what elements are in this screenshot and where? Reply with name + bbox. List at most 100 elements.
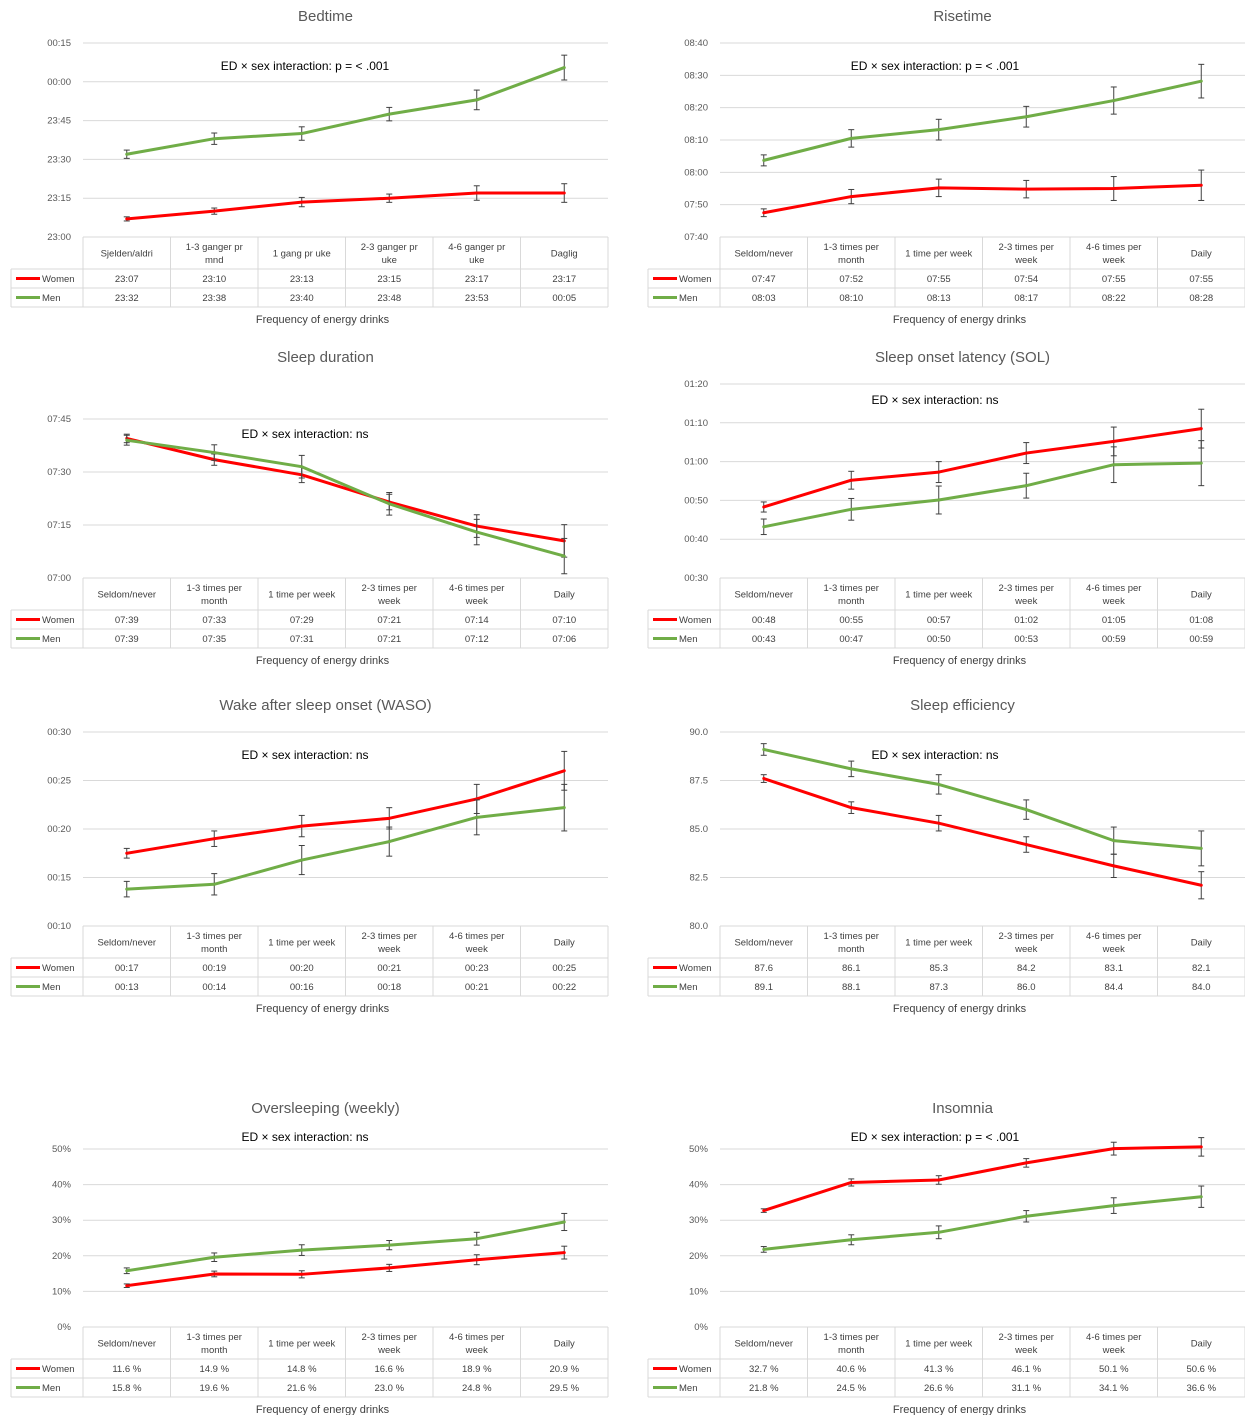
data-point — [300, 1248, 304, 1252]
category-label: 2-3 times per week — [362, 583, 417, 607]
table-cell: 00:13 — [115, 982, 139, 993]
table-cell: 23:32 — [115, 293, 139, 304]
series-name: Men — [679, 982, 697, 993]
series-line — [126, 1251, 565, 1288]
table-cell: 07:52 — [839, 274, 863, 285]
data-point — [387, 1266, 391, 1270]
category-label: 1 time per week — [905, 249, 972, 260]
data-point — [212, 837, 216, 841]
series-name: Women — [679, 1364, 712, 1375]
insomnia-chart: Insomnia ED × sex interaction: p = < .001… — [645, 1090, 1245, 1415]
series-line — [126, 438, 565, 558]
table-cell: 07:21 — [377, 634, 401, 645]
category-label: 4-6 times per week — [1086, 583, 1141, 607]
data-point — [300, 824, 304, 828]
waso-chart: Wake after sleep onset (WASO) ED × sex in… — [8, 689, 609, 1015]
table-cell: 00:21 — [465, 982, 489, 993]
category-label: Daily — [554, 1339, 575, 1350]
table-cell: 00:53 — [1014, 634, 1038, 645]
category-label: 1 time per week — [905, 938, 972, 949]
category-label: Daily — [1191, 590, 1212, 601]
data-point — [1024, 1161, 1028, 1165]
category-label: Seldom/never — [734, 938, 793, 949]
interaction-annotation: ED × sex interaction: p = < .001 — [851, 59, 1020, 73]
y-tick-label: 00:15 — [47, 38, 71, 49]
series-line — [763, 1145, 1202, 1213]
category-label: Seldom/never — [734, 1339, 793, 1350]
x-axis-label: Frequency of energy drinks — [893, 1003, 1027, 1015]
y-tick-label: 01:20 — [684, 379, 708, 390]
table-cell: 00:20 — [290, 963, 314, 974]
data-point — [387, 816, 391, 820]
table-cell: 23:48 — [377, 293, 401, 304]
series-name: Women — [679, 615, 712, 626]
table-cell: 15.8 % — [112, 1383, 142, 1394]
category-label: 1 time per week — [268, 938, 335, 949]
chart-title: Wake after sleep onset (WASO) — [219, 697, 431, 714]
interaction-annotation: ED × sex interaction: ns — [241, 427, 368, 441]
y-tick-label: 07:15 — [47, 520, 71, 531]
y-tick-label: 20% — [52, 1251, 72, 1262]
data-point — [212, 451, 216, 455]
table-cell: 07:21 — [377, 615, 401, 626]
category-label: 1 time per week — [905, 1339, 972, 1350]
data-point — [762, 777, 766, 781]
y-tick-label: 82.5 — [690, 873, 709, 884]
table-cell: 01:05 — [1102, 615, 1126, 626]
table-cell: 00:14 — [202, 982, 226, 993]
data-point — [387, 1243, 391, 1247]
interaction-annotation: ED × sex interaction: p = < .001 — [221, 59, 390, 73]
data-point — [475, 1258, 479, 1262]
table-cell: 23.0 % — [374, 1383, 404, 1394]
table-cell: 07:35 — [202, 634, 226, 645]
table-cell: 86.0 — [1017, 982, 1036, 993]
y-tick-label: 80.0 — [690, 921, 709, 932]
table-cell: 07:55 — [927, 274, 951, 285]
table-cell: 23:10 — [202, 274, 226, 285]
y-tick-label: 08:30 — [684, 70, 708, 81]
series-name: Men — [679, 1383, 697, 1394]
y-tick-label: 23:00 — [47, 232, 71, 243]
series-name: Women — [679, 963, 712, 974]
category-label: 2-3 times per week — [362, 1332, 417, 1356]
x-axis-label: Frequency of energy drinks — [256, 1003, 390, 1015]
x-axis-label: Frequency of energy drinks — [893, 655, 1027, 667]
chart-svg: Bedtime ED × sex interaction: p = < .001 2… — [10, 8, 609, 326]
data-point — [762, 1247, 766, 1251]
data-point — [475, 815, 479, 819]
data-point — [212, 882, 216, 886]
y-tick-label: 10% — [52, 1286, 72, 1297]
data-point — [1112, 439, 1116, 443]
y-tick-label: 23:30 — [47, 154, 71, 165]
table-cell: 00:16 — [290, 982, 314, 993]
table-cell: 32.7 % — [749, 1364, 779, 1375]
data-point — [1112, 839, 1116, 843]
category-label: 1-3 times per month — [187, 583, 242, 607]
table-cell: 50.1 % — [1099, 1364, 1129, 1375]
series-name: Women — [42, 1364, 75, 1375]
y-tick-label: 01:10 — [684, 418, 708, 429]
interaction-annotation: ED × sex interaction: p = < .001 — [851, 1130, 1020, 1144]
category-label: 1-3 times per month — [824, 931, 879, 955]
table-cell: 84.2 — [1017, 963, 1036, 974]
y-tick-label: 10% — [689, 1286, 709, 1297]
category-label: 2-3 times per week — [999, 583, 1054, 607]
table-cell: 07:55 — [1102, 274, 1126, 285]
y-tick-label: 23:15 — [47, 193, 71, 204]
series-name: Men — [42, 634, 60, 645]
table-cell: 83.1 — [1105, 963, 1124, 974]
data-point — [475, 530, 479, 534]
table-cell: 40.6 % — [836, 1364, 866, 1375]
table-cell: 11.6 % — [112, 1364, 141, 1375]
x-axis-label: Frequency of energy drinks — [256, 655, 390, 667]
sleep-duration-chart: Sleep duration ED × sex interaction: ns 07… — [8, 341, 609, 667]
y-tick-label: 00:20 — [47, 824, 71, 835]
category-label: 2-3 times per week — [999, 242, 1054, 266]
y-tick-label: 20% — [689, 1251, 709, 1262]
x-axis-label: Frequency of energy drinks — [893, 1404, 1027, 1415]
table-cell: 08:22 — [1102, 293, 1126, 304]
category-label: 1-3 times per month — [187, 931, 242, 955]
category-label: 4-6 times per week — [1086, 931, 1141, 955]
table-cell: 31.1 % — [1011, 1383, 1041, 1394]
interaction-annotation: ED × sex interaction: ns — [241, 748, 368, 762]
